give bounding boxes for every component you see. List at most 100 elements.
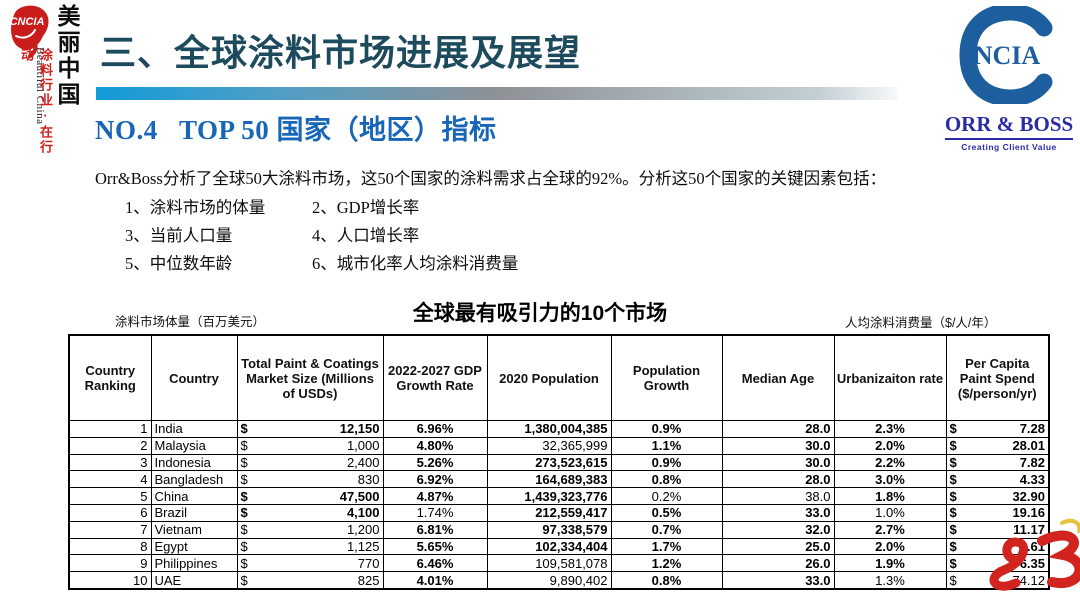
cell-median-age: 26.0	[721, 554, 835, 573]
cell-country: Indonesia	[150, 453, 238, 472]
cell-rank: 6	[68, 503, 152, 522]
cell-population: 32,365,999	[486, 436, 612, 455]
cell-population-growth: 0.5%	[610, 503, 723, 522]
key-factors-list: 1、涂料市场的体量 2、GDP增长率 3、当前人口量 4、人口增长率 5、中位数…	[125, 199, 518, 273]
cell-population: 1,439,323,776	[486, 487, 612, 505]
orr-boss-wordmark: ORR & BOSS	[944, 112, 1074, 140]
cell-median-age: 30.0	[721, 453, 835, 472]
cell-urbanization-rate: 2.7%	[833, 520, 947, 539]
factor-item: 4、人口增长率	[312, 226, 420, 245]
table-row: 2 Malaysia $1,000 4.80% 32,365,999 1.1% …	[68, 436, 1050, 455]
table-row: 1 India $12,150 6.96% 1,380,004,385 0.9%…	[68, 420, 1050, 438]
cell-median-age: 38.0	[721, 487, 835, 505]
factor-item: 3、当前人口量	[125, 226, 233, 245]
table-row: 3 Indonesia $2,400 5.26% 273,523,615 0.9…	[68, 453, 1050, 472]
cell-market-size: $825	[236, 571, 384, 590]
orr-boss-logo: ORR & BOSS Creating Client Value	[938, 112, 1080, 152]
cell-country: Vietnam	[150, 520, 238, 539]
cell-population-growth: 0.8%	[610, 470, 723, 489]
market-size-unit-label: 涂料市场体量（百万美元）	[115, 315, 266, 329]
cell-gdp-growth: 6.92%	[382, 470, 488, 489]
cell-country: UAE	[150, 571, 238, 590]
col-header-median-age: Median Age	[721, 334, 835, 421]
factor-item: 5、中位数年龄	[125, 254, 233, 273]
table-body: 1 India $12,150 6.96% 1,380,004,385 0.9%…	[68, 420, 1050, 590]
cell-gdp-growth: 6.46%	[382, 554, 488, 573]
cell-per-capita-spend: $11.17	[945, 520, 1050, 539]
table-header-row: Country Ranking Country Total Paint & Co…	[68, 334, 1050, 421]
cell-median-age: 32.0	[721, 520, 835, 539]
cell-population: 102,334,404	[486, 537, 612, 556]
factor-item: 6、城市化率人均涂料消费量	[312, 254, 519, 273]
cell-market-size: $1,200	[236, 520, 384, 539]
cell-market-size: $1,000	[236, 436, 384, 455]
col-header-gdp-growth: 2022-2027 GDP Growth Rate	[382, 334, 488, 421]
col-header-population: 2020 Population	[486, 334, 612, 421]
cell-median-age: 28.0	[721, 470, 835, 489]
cell-population-growth: 0.9%	[610, 420, 723, 438]
ncia-c-logo-icon: NCIA	[959, 6, 1053, 104]
cell-market-size: $12,150	[236, 420, 384, 438]
cell-per-capita-spend: $7.82	[945, 453, 1050, 472]
cncia-logo-icon: CNCIA	[10, 5, 49, 58]
intro-paragraph: Orr&Boss分析了全球50大涂料市场，这50个国家的涂料需求占全球的92%。…	[95, 169, 887, 188]
cell-country: Brazil	[150, 503, 238, 522]
cell-population-growth: 0.9%	[610, 453, 723, 472]
table-title: 全球最有吸引力的10个市场	[412, 302, 668, 325]
cell-urbanization-rate: 1.8%	[833, 487, 947, 505]
table-row: 5 China $47,500 4.87% 1,439,323,776 0.2%…	[68, 487, 1050, 505]
col-header-population-growth: Population Growth	[610, 334, 723, 421]
col-header-urbanization-rate: Urbanizaiton rate	[833, 334, 947, 421]
cell-urbanization-rate: 1.0%	[833, 503, 947, 522]
cell-urbanization-rate: 2.0%	[833, 436, 947, 455]
cell-population-growth: 1.1%	[610, 436, 723, 455]
cell-population-growth: 1.7%	[610, 537, 723, 556]
cell-gdp-growth: 5.65%	[382, 537, 488, 556]
cell-population: 273,523,615	[486, 453, 612, 472]
cell-rank: 5	[68, 487, 152, 505]
cell-population: 1,380,004,385	[486, 420, 612, 438]
factor-item: 1、涂料市场的体量	[125, 198, 266, 217]
cell-market-size: $47,500	[236, 487, 384, 505]
cell-gdp-growth: 4.87%	[382, 487, 488, 505]
col-header-market-size: Total Paint & Coatings Market Size (Mill…	[236, 334, 384, 421]
svg-text:NCIA: NCIA	[974, 41, 1041, 70]
top-markets-table: Country Ranking Country Total Paint & Co…	[68, 334, 1050, 590]
cell-population-growth: 0.8%	[610, 571, 723, 590]
cell-urbanization-rate: 2.0%	[833, 537, 947, 556]
table-row: 4 Bangladesh $830 6.92% 164,689,383 0.8%…	[68, 470, 1050, 489]
cell-median-age: 30.0	[721, 436, 835, 455]
beautiful-china-vertical-text: 美丽中国	[54, 4, 80, 108]
cell-population-growth: 0.2%	[610, 487, 723, 505]
cell-market-size: $1,125	[236, 537, 384, 556]
cell-gdp-growth: 6.81%	[382, 520, 488, 539]
title-divider-bar	[96, 87, 898, 100]
cell-median-age: 28.0	[721, 420, 835, 438]
cell-country: Bangladesh	[150, 470, 238, 489]
cell-population: 109,581,078	[486, 554, 612, 573]
per-capita-unit-label: 人均涂料消费量（$/人/年）	[845, 316, 997, 330]
cell-population: 212,559,417	[486, 503, 612, 522]
cell-per-capita-spend: $28.01	[945, 436, 1050, 455]
cell-per-capita-spend: $32.90	[945, 487, 1050, 505]
cell-market-size: $770	[236, 554, 384, 573]
col-header-per-capita-spend: Per Capita Paint Spend ($/person/yr)	[945, 334, 1050, 421]
cell-gdp-growth: 6.96%	[382, 420, 488, 438]
cell-rank: 4	[68, 470, 152, 489]
cell-gdp-growth: 4.01%	[382, 571, 488, 590]
cell-gdp-growth: 1.74%	[382, 503, 488, 522]
cell-rank: 3	[68, 453, 152, 472]
cell-country: China	[150, 487, 238, 505]
red-signature-watermark-icon	[989, 518, 1080, 591]
cell-population: 164,689,383	[486, 470, 612, 489]
cell-rank: 1	[68, 420, 152, 438]
cell-country: Egypt	[150, 537, 238, 556]
cell-country: Philippines	[150, 554, 238, 573]
table-row: 9 Philippines $770 6.46% 109,581,078 1.2…	[68, 554, 1050, 573]
industry-slogan-vertical-text: 涂料行业·在行动	[19, 48, 53, 155]
cell-market-size: $4,100	[236, 503, 384, 522]
cell-rank: 10	[68, 571, 152, 590]
cell-population: 97,338,579	[486, 520, 612, 539]
orr-boss-tagline: Creating Client Value	[961, 142, 1057, 152]
table-row: 6 Brazil $4,100 1.74% 212,559,417 0.5% 3…	[68, 503, 1050, 522]
